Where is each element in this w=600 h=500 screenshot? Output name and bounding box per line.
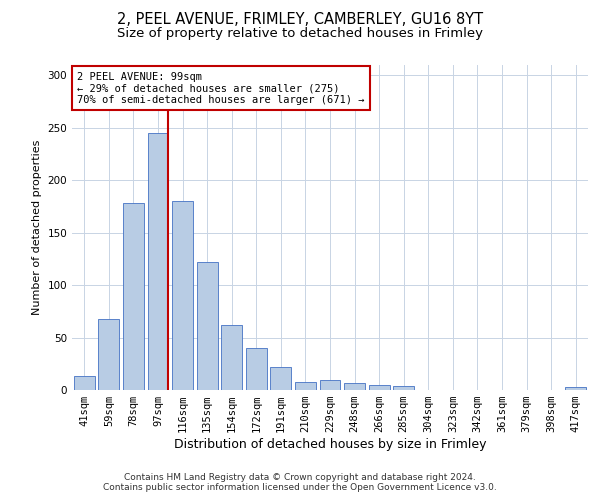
Bar: [221, 325, 242, 390]
Bar: [148, 133, 169, 390]
Bar: [172, 202, 193, 390]
Text: Size of property relative to detached houses in Frimley: Size of property relative to detached ho…: [117, 28, 483, 40]
Bar: [295, 382, 316, 390]
Bar: [344, 382, 365, 390]
Bar: [98, 318, 119, 390]
Bar: [320, 380, 340, 390]
Bar: [197, 262, 218, 390]
Text: Contains HM Land Registry data © Crown copyright and database right 2024.
Contai: Contains HM Land Registry data © Crown c…: [103, 473, 497, 492]
Bar: [123, 204, 144, 390]
Text: 2 PEEL AVENUE: 99sqm
← 29% of detached houses are smaller (275)
70% of semi-deta: 2 PEEL AVENUE: 99sqm ← 29% of detached h…: [77, 72, 365, 104]
Y-axis label: Number of detached properties: Number of detached properties: [32, 140, 42, 315]
Bar: [368, 385, 389, 390]
X-axis label: Distribution of detached houses by size in Frimley: Distribution of detached houses by size …: [174, 438, 486, 451]
Bar: [246, 348, 267, 390]
Bar: [74, 376, 95, 390]
Bar: [393, 386, 414, 390]
Bar: [271, 367, 292, 390]
Text: 2, PEEL AVENUE, FRIMLEY, CAMBERLEY, GU16 8YT: 2, PEEL AVENUE, FRIMLEY, CAMBERLEY, GU16…: [117, 12, 483, 28]
Bar: [565, 387, 586, 390]
